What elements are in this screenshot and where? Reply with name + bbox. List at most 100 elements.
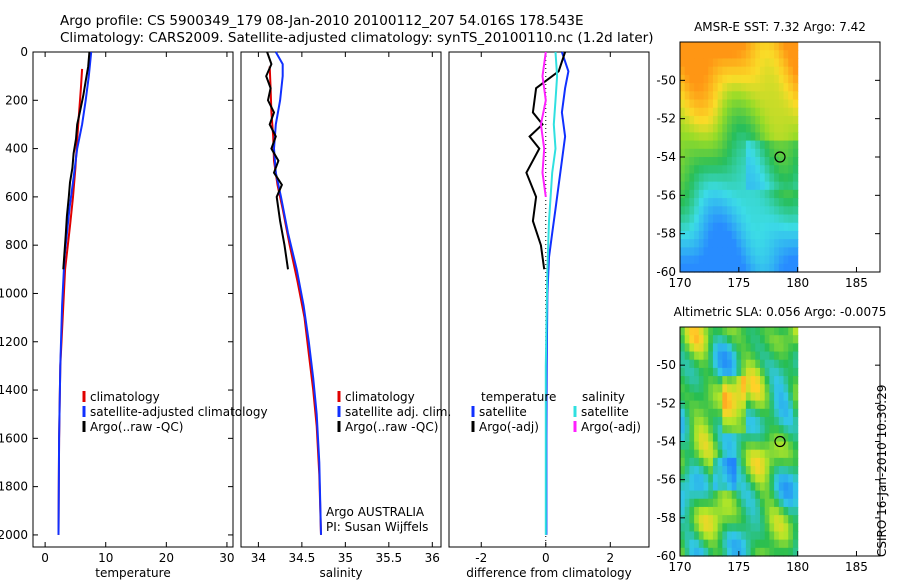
- map-cell: [788, 115, 794, 125]
- map-cell: [727, 99, 733, 109]
- map-cell: [774, 539, 780, 549]
- map-cell: [717, 449, 723, 459]
- map-cell: [708, 343, 714, 353]
- map-cell: [745, 140, 752, 150]
- y-tick-label: -50: [656, 358, 676, 372]
- map-cell: [783, 230, 789, 240]
- map-cell: [694, 441, 700, 451]
- map-cell: [703, 115, 709, 125]
- map-cell: [792, 198, 799, 207]
- map-cell: [722, 165, 728, 175]
- map-cell: [783, 157, 789, 166]
- map-cell: [684, 247, 691, 257]
- map-cell: [703, 539, 709, 549]
- map-cell: [741, 376, 747, 385]
- map-cell: [708, 58, 714, 68]
- map-cell: [778, 50, 785, 60]
- map-cell: [698, 140, 705, 150]
- map-cell: [750, 498, 756, 508]
- map-cell: [722, 433, 728, 443]
- map-cell: [769, 206, 775, 216]
- map-cell: [694, 433, 700, 443]
- map-cell: [684, 392, 691, 402]
- map-cell: [741, 400, 747, 410]
- map-cell: [717, 523, 723, 533]
- map-cell: [680, 148, 686, 158]
- map-cell: [760, 58, 766, 68]
- map-cell: [703, 392, 709, 402]
- map-cell: [736, 482, 742, 492]
- map-cell: [755, 165, 761, 175]
- map-cell: [736, 433, 742, 443]
- map-cell: [703, 367, 709, 377]
- map-cell: [778, 523, 785, 533]
- map-cell: [774, 189, 780, 199]
- map-cell: [755, 198, 761, 207]
- map-cell: [769, 222, 775, 232]
- map-cell: [680, 198, 686, 207]
- argo-location-marker: [774, 151, 786, 163]
- map-cell: [684, 384, 691, 394]
- map-cell: [680, 367, 686, 377]
- map-cell: [708, 367, 714, 377]
- map-cell: [717, 58, 723, 68]
- map-cell: [722, 531, 728, 541]
- map-cell: [769, 115, 775, 125]
- map-cell: [684, 124, 691, 133]
- map-cell: [684, 335, 691, 344]
- x-tick-label: 185: [845, 276, 868, 290]
- map-cell: [750, 181, 756, 191]
- map-cell: [717, 425, 723, 434]
- plot-frame: [240, 51, 442, 548]
- map-cell: [792, 230, 799, 240]
- map-cell: [741, 148, 747, 158]
- map-cell: [722, 523, 728, 533]
- map-cell: [764, 449, 771, 459]
- map-cell: [745, 482, 752, 492]
- map-cell: [680, 327, 686, 336]
- map-cell: [764, 506, 771, 516]
- map-cell: [684, 498, 691, 508]
- map-cell: [792, 91, 799, 101]
- map-cell: [722, 66, 728, 76]
- map-cell: [717, 165, 723, 175]
- map-cell: [731, 425, 738, 434]
- y-tick-label: -54: [656, 435, 676, 449]
- map-cell: [769, 74, 775, 84]
- map-cell: [769, 376, 775, 385]
- map-cell: [764, 247, 771, 257]
- map-cell: [755, 449, 761, 459]
- map-cell: [764, 255, 771, 265]
- map-cell: [750, 230, 756, 240]
- x-tick-label: 35.5: [375, 551, 402, 565]
- map-cell: [741, 457, 747, 467]
- map-cell: [750, 165, 756, 175]
- map-cell: [783, 335, 789, 344]
- map-cell: [684, 206, 691, 216]
- map-cell: [708, 441, 714, 451]
- map-cell: [689, 115, 695, 125]
- map-cell: [736, 140, 742, 150]
- y-tick-label: 1600: [0, 431, 28, 445]
- map-cell: [689, 416, 695, 426]
- map-cell: [680, 50, 686, 60]
- map-cell: [736, 343, 742, 353]
- map-cell: [788, 189, 794, 199]
- map-cell: [708, 230, 714, 240]
- map-cell: [736, 474, 742, 483]
- map-cell: [680, 343, 686, 353]
- map-cell: [680, 498, 686, 508]
- map-cell: [717, 327, 723, 336]
- map-cell: [703, 255, 709, 265]
- map-cell: [769, 466, 775, 475]
- map-cell: [764, 107, 771, 117]
- map-cell: [684, 327, 691, 336]
- map-cell: [708, 157, 714, 166]
- map-cell: [717, 384, 723, 394]
- map-cell: [684, 351, 691, 361]
- map-cell: [703, 107, 709, 117]
- map-cell: [760, 198, 766, 207]
- map-cell: [792, 66, 799, 76]
- map-cell: [694, 255, 700, 265]
- map-cell: [722, 263, 728, 273]
